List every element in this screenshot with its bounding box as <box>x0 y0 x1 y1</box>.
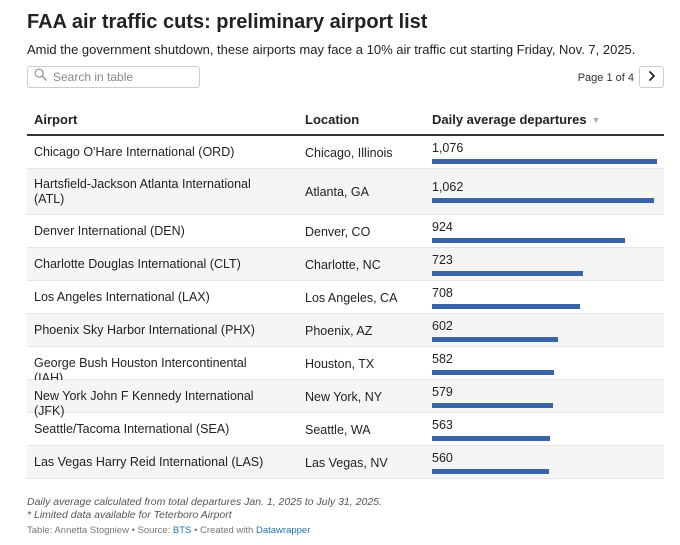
table-body: Chicago O'Hare International (ORD) Chicag… <box>27 136 664 479</box>
table-row: Seattle/Tacoma International (SEA) Seattl… <box>27 413 664 446</box>
table-row: Los Angeles International (LAX) Los Angel… <box>27 281 664 314</box>
departures-bar <box>432 403 553 408</box>
departures-bar <box>432 469 549 474</box>
next-page-button[interactable] <box>639 66 664 88</box>
departures-bar <box>432 337 558 342</box>
departures-cell: 560 <box>432 446 662 479</box>
column-header-departures[interactable]: Daily average departures ▼ <box>432 112 601 127</box>
location-cell: Las Vegas, NV <box>305 456 388 470</box>
table-row: George Bush Houston Intercontinental (IA… <box>27 347 664 385</box>
table-row: New York John F Kennedy International (J… <box>27 380 664 418</box>
source-link[interactable]: BTS <box>172 525 192 536</box>
search-input[interactable] <box>53 70 193 84</box>
departures-cell: 579 <box>432 380 662 413</box>
departures-value: 582 <box>432 352 453 366</box>
credits-text: • Created with <box>191 525 256 536</box>
table-row: Chicago O'Hare International (ORD) Chicag… <box>27 136 664 169</box>
departures-cell: 1,076 <box>432 136 662 169</box>
table-row: Las Vegas Harry Reid International (LAS)… <box>27 446 664 479</box>
departures-cell: 582 <box>432 347 662 380</box>
departures-bar <box>432 370 554 375</box>
departures-cell: 563 <box>432 413 662 446</box>
search-icon <box>34 68 47 86</box>
page-title: FAA air traffic cuts: preliminary airpor… <box>27 11 428 33</box>
table-row: Charlotte Douglas International (CLT) Cha… <box>27 248 664 281</box>
page-subtitle: Amid the government shutdown, these airp… <box>27 42 636 57</box>
note-line: * Limited data available for Teterboro A… <box>27 508 232 521</box>
table-notes: Daily average calculated from total depa… <box>27 496 382 521</box>
credits: Table: Annetta Stogniew • Source: BTS • … <box>27 525 310 536</box>
departures-bar <box>432 304 580 309</box>
credits-text: Table: Annetta Stogniew • Source: <box>27 525 173 536</box>
location-cell: Los Angeles, CA <box>305 291 398 305</box>
location-cell: Seattle, WA <box>305 423 371 437</box>
search-box[interactable] <box>27 66 200 88</box>
departures-value: 602 <box>432 319 453 333</box>
location-cell: New York, NY <box>305 390 383 404</box>
airport-cell: New York John F Kennedy International (J… <box>34 389 254 418</box>
location-cell: Atlanta, GA <box>305 185 369 199</box>
airport-table: Airport Location Daily average departure… <box>27 103 664 479</box>
departures-value: 1,076 <box>432 141 464 155</box>
table-header: Airport Location Daily average departure… <box>27 103 664 136</box>
table-row: Phoenix Sky Harbor International (PHX) Ph… <box>27 314 664 347</box>
column-header-location[interactable]: Location <box>305 112 360 127</box>
location-cell: Chicago, Illinois <box>305 146 393 160</box>
column-header-departures-label: Daily average departures <box>432 112 587 127</box>
departures-cell: 723 <box>432 248 662 281</box>
departures-value: 708 <box>432 286 453 300</box>
location-cell: Houston, TX <box>305 357 375 371</box>
airport-cell: Chicago O'Hare International (ORD) <box>34 145 235 159</box>
sort-descending-icon: ▼ <box>591 114 601 125</box>
table-row: Hartsfield-Jackson Atlanta International… <box>27 169 664 215</box>
airport-cell: Charlotte Douglas International (CLT) <box>34 257 241 271</box>
departures-cell: 708 <box>432 281 662 314</box>
departures-bar <box>432 198 654 203</box>
airport-cell: Hartsfield-Jackson Atlanta International… <box>34 177 251 206</box>
airport-cell: Seattle/Tacoma International (SEA) <box>34 422 230 436</box>
departures-cell: 1,062 <box>432 169 662 215</box>
column-header-airport[interactable]: Airport <box>34 112 78 127</box>
departures-value: 924 <box>432 220 453 234</box>
pagination-label: Page 1 of 4 <box>577 72 634 84</box>
departures-value: 1,062 <box>432 180 464 194</box>
location-cell: Denver, CO <box>305 225 371 239</box>
departures-value: 560 <box>432 451 453 465</box>
departures-cell: 924 <box>432 215 662 248</box>
table-row: Denver International (DEN) Denver, CO 924 <box>27 215 664 248</box>
departures-bar <box>432 436 550 441</box>
departures-value: 723 <box>432 253 453 267</box>
airport-cell: Denver International (DEN) <box>34 224 185 238</box>
location-cell: Charlotte, NC <box>305 258 381 272</box>
departures-bar <box>432 159 657 164</box>
departures-cell: 602 <box>432 314 662 347</box>
departures-bar <box>432 271 583 276</box>
departures-value: 579 <box>432 385 453 399</box>
airport-cell: Phoenix Sky Harbor International (PHX) <box>34 323 255 337</box>
note-line: Daily average calculated from total depa… <box>27 496 382 508</box>
chevron-right-icon <box>647 68 657 86</box>
datawrapper-link[interactable]: Datawrapper <box>255 525 311 536</box>
departures-value: 563 <box>432 418 453 432</box>
location-cell: Phoenix, AZ <box>305 324 373 338</box>
departures-bar <box>432 238 625 243</box>
airport-cell: Las Vegas Harry Reid International (LAS) <box>34 455 264 469</box>
airport-cell: Los Angeles International (LAX) <box>34 290 210 304</box>
